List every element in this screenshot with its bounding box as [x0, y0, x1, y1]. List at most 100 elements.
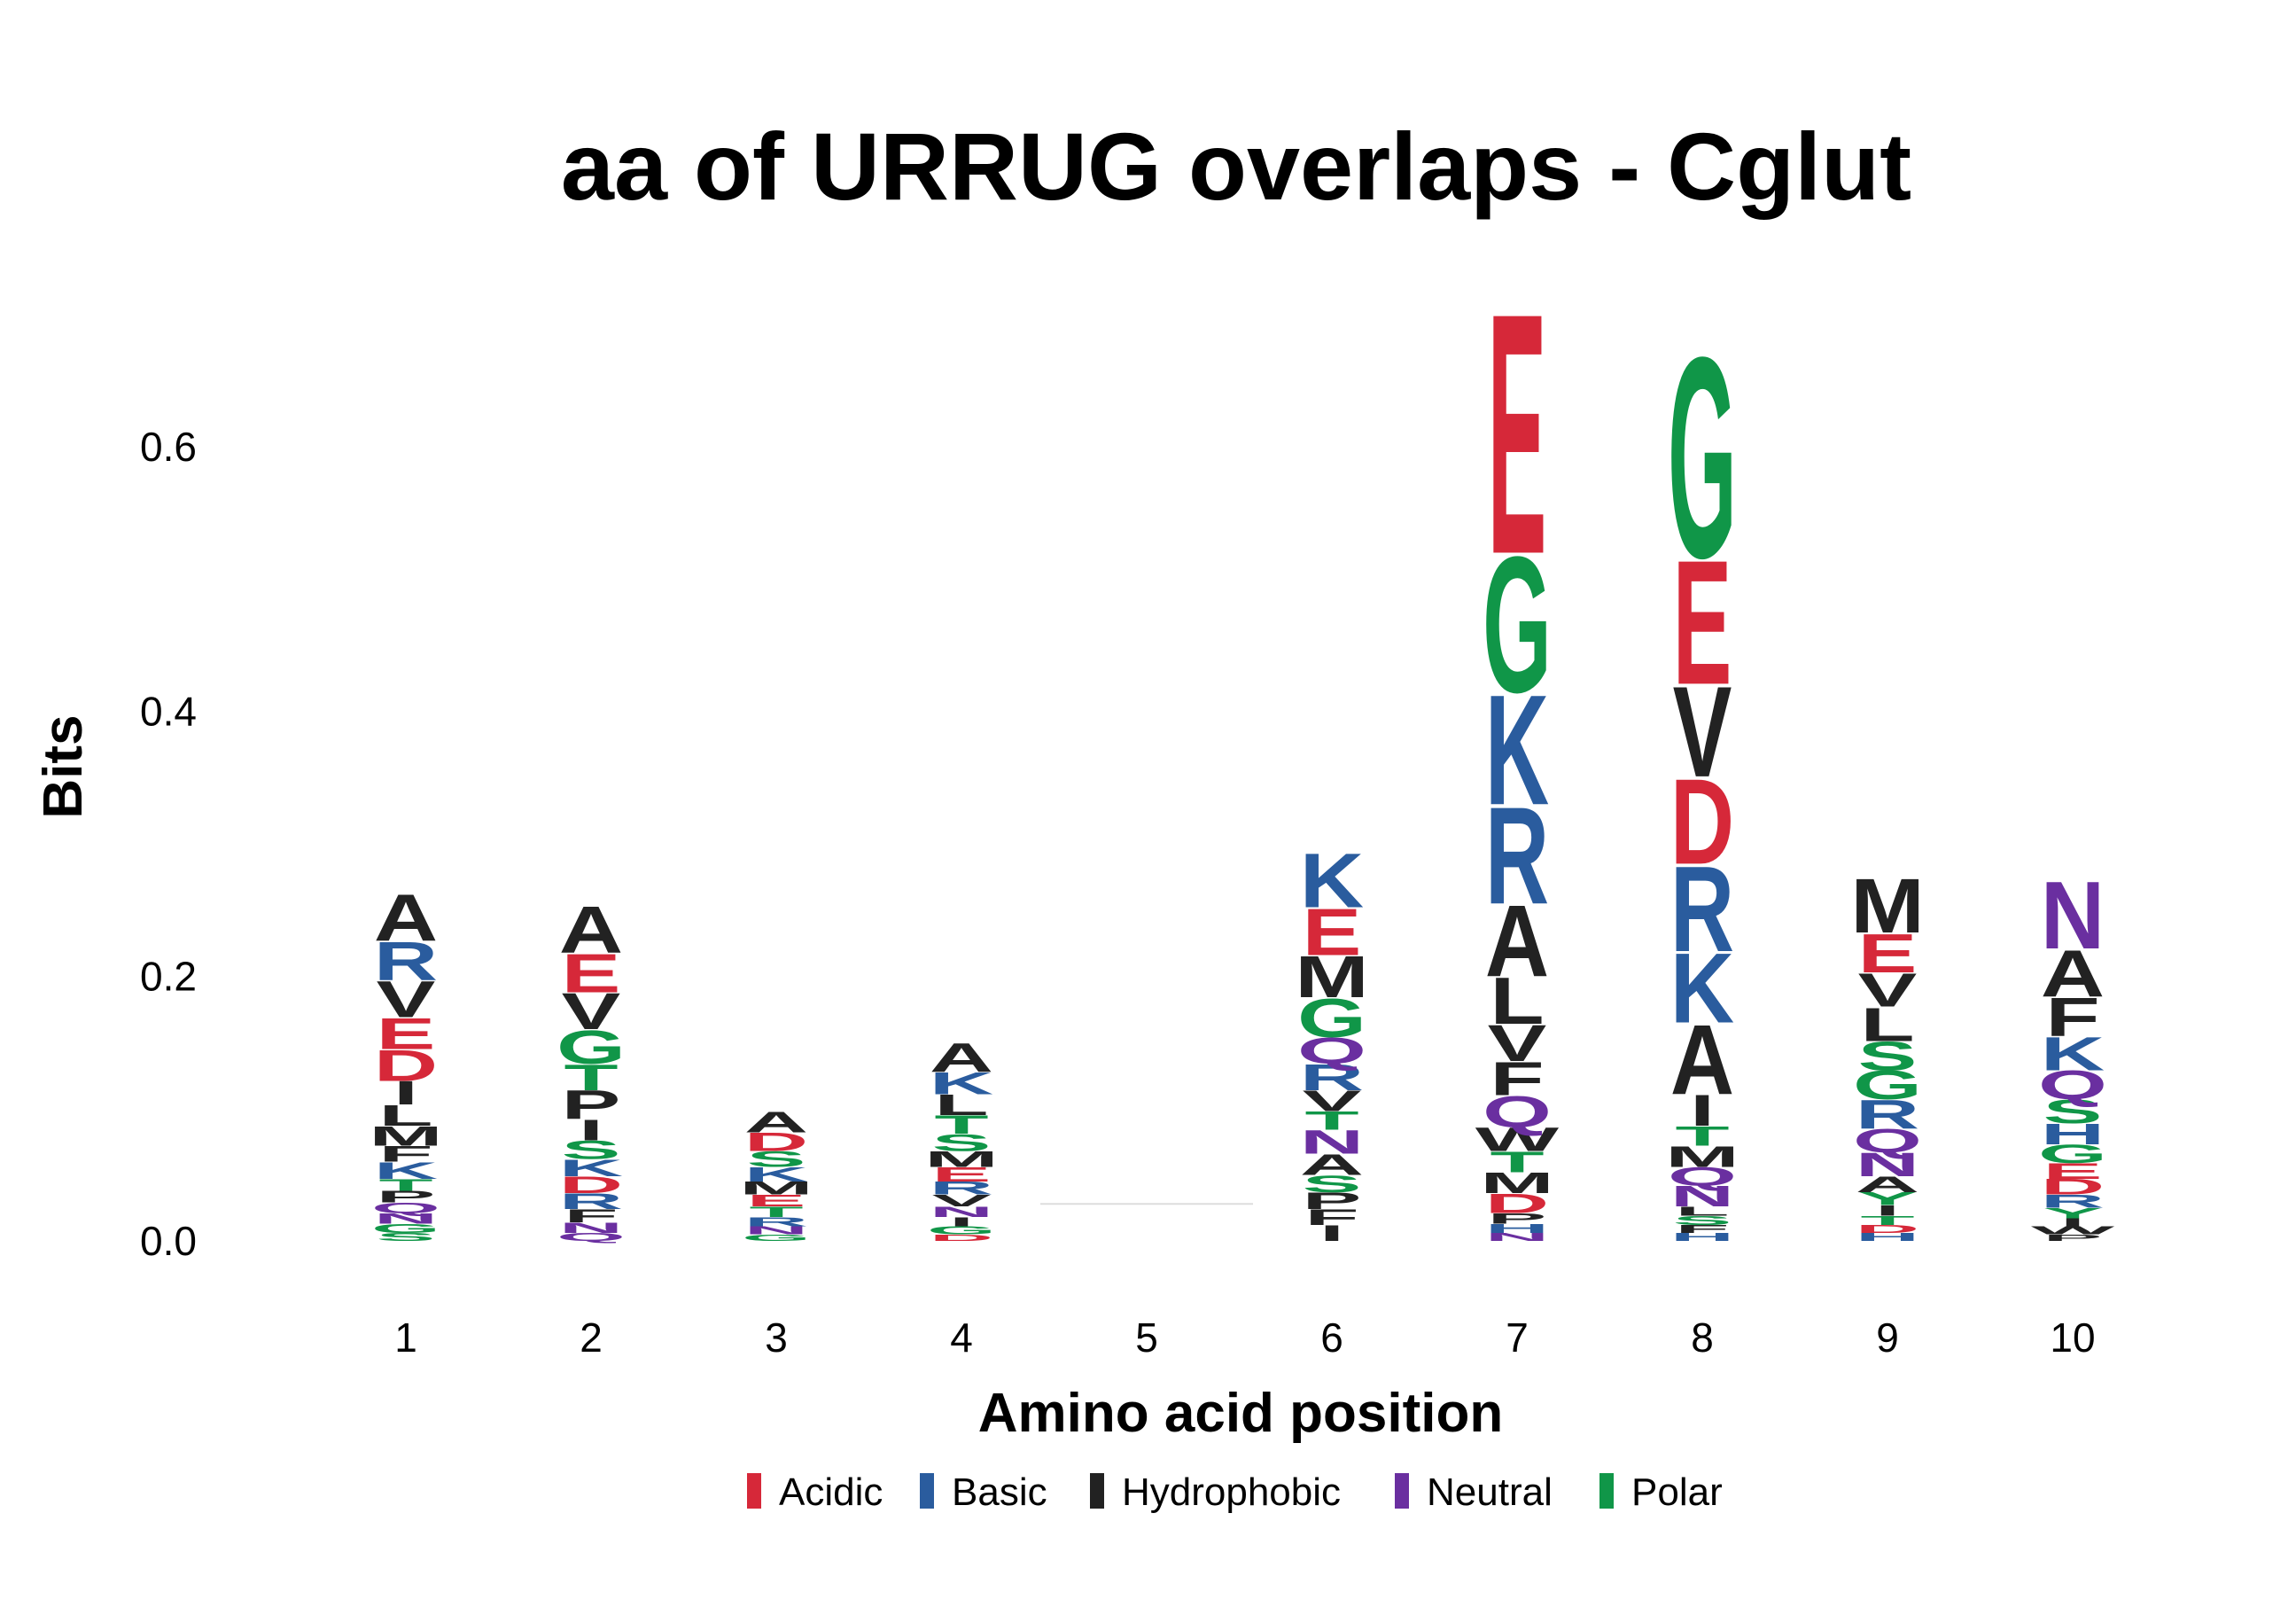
logo-letter-R: R [930, 1178, 993, 1198]
logo-letter-Q: Q [1853, 1123, 1922, 1160]
logo-letter-E: E [562, 941, 621, 1004]
logo-letter-G: G [1668, 297, 1737, 618]
legend-swatch-polar [1599, 1473, 1614, 1509]
logo-letter-S: S [1858, 1034, 1918, 1080]
logo-letter-F: F [1304, 1205, 1358, 1230]
logo-letter-P: P [1488, 1211, 1547, 1228]
logo-letter-L: L [934, 1088, 988, 1121]
logo-letter-E: E [1303, 895, 1362, 970]
logo-letter-I: I [2060, 1216, 2085, 1228]
logo-stacks: SGNQPTKFMLIDEVRAQNFRDKSIPTGVEAGNRTEMKSDA… [369, 243, 2115, 1245]
logo-letter-D: D [2041, 1174, 2105, 1199]
logo-letter-D: D [1670, 754, 1734, 890]
logo-letter-D: D [1485, 1188, 1549, 1219]
legend-swatch-acidic [747, 1473, 761, 1509]
logo-letter-M: M [1665, 1140, 1739, 1173]
logo-letter-E: E [2043, 1159, 2103, 1184]
logo-letter-T: T [564, 1057, 618, 1098]
logo-letter-N: N [2041, 862, 2105, 970]
logo-letter-E: E [747, 1191, 806, 1210]
logo-letter-Q: Q [1297, 1031, 1366, 1072]
logo-letter-Q: Q [1668, 1162, 1737, 1191]
logo-letter-W: W [2031, 1224, 2115, 1236]
logo-letter-H: H [1670, 1231, 1734, 1244]
logo-letter-Y: Y [2043, 1205, 2103, 1222]
logo-letter-G: G [1853, 1064, 1922, 1109]
legend-label-acidic: Acidic [779, 1470, 883, 1514]
logo-letter-H: H [1485, 1221, 1549, 1236]
y-tick-label: 0.2 [140, 953, 197, 999]
legend-swatch-hydrophobic [1090, 1473, 1104, 1509]
logo-letter-M: M [1850, 862, 1924, 949]
y-tick-label: 0.6 [140, 424, 197, 470]
logo-letter-N: N [744, 1224, 808, 1236]
logo-letter-G: G [556, 1020, 626, 1074]
logo-letter-R: R [1670, 841, 1734, 977]
logo-letter-K: K [2041, 1027, 2105, 1081]
logo-letter-I: I [1319, 1221, 1344, 1246]
y-axis-ticks: 0.0 0.2 0.4 0.6 [140, 424, 197, 1264]
logo-letter-R: R [1300, 1057, 1364, 1098]
y-tick-label: 0.4 [140, 689, 197, 735]
logo-letter-L: L [1490, 963, 1544, 1038]
legend-swatch-basic [920, 1473, 934, 1509]
x-tick-label: 6 [1320, 1314, 1343, 1361]
logo-letter-E: E [1488, 243, 1547, 627]
logo-letter-A: A [2041, 936, 2105, 1010]
x-tick-label: 7 [1506, 1314, 1529, 1361]
logo-letter-T: T [1675, 1120, 1729, 1151]
logo-letter-F: F [1490, 1052, 1544, 1106]
y-axis-title: Bits [33, 714, 94, 818]
logo-letter-S: S [1303, 1170, 1362, 1197]
logo-letter-M: M [739, 1178, 813, 1198]
logo-letter-S: S [747, 1147, 806, 1172]
logo-letter-A: A [559, 893, 623, 967]
x-tick-label: 9 [1876, 1314, 1899, 1361]
logo-letter-V: V [1303, 1085, 1362, 1118]
logo-letter-Q: Q [1483, 1087, 1552, 1136]
logo-letter-I: I [1875, 1203, 1900, 1220]
logo-letter-M: M [924, 1147, 998, 1172]
legend-swatch-neutral [1395, 1473, 1409, 1509]
logo-letter-P: P [2043, 1233, 2103, 1244]
logo-letter-D: D [374, 1041, 438, 1090]
logo-letter-L: L [1675, 1205, 1729, 1219]
logo-letter-M: M [1480, 1166, 1553, 1199]
logo-letter-I: I [393, 1075, 418, 1112]
logo-letter-V: V [377, 971, 436, 1029]
logo-letter-V: V [932, 1191, 992, 1210]
x-tick-label: 1 [394, 1314, 417, 1361]
logo-letter-T: T [1304, 1106, 1358, 1135]
logo-letter-A: A [744, 1106, 808, 1139]
logo-letter-L: L [378, 1099, 432, 1132]
x-tick-label: 2 [580, 1314, 603, 1361]
logo-letter-N: N [1485, 1231, 1549, 1244]
logo-letter-N: N [930, 1204, 993, 1221]
logo-letter-K: K [1670, 932, 1734, 1044]
logo-letter-K: K [930, 1065, 993, 1101]
logo-letter-G: G [1483, 517, 1552, 733]
logo-letter-P: P [562, 1083, 621, 1128]
logo-letter-I: I [579, 1114, 603, 1147]
logo-letter-K: K [1485, 663, 1549, 838]
logo-letter-F: F [378, 1142, 432, 1166]
x-tick-label: 4 [950, 1314, 973, 1361]
logo-letter-E: E [377, 1009, 436, 1058]
logo-letter-A: A [1300, 1148, 1364, 1181]
logo-letter-A: A [1856, 1172, 1919, 1197]
logo-letter-F: F [2045, 986, 2099, 1049]
legend-label-basic: Basic [952, 1470, 1047, 1514]
logo-letter-K: K [374, 1157, 438, 1183]
legend: Acidic Basic Hydrophobic Neutral Polar [747, 1470, 1723, 1514]
logo-letter-V: V [1858, 963, 1918, 1018]
logo-letter-D: D [930, 1233, 993, 1244]
logo-letter-S: S [562, 1135, 621, 1165]
logo-letter-Q: Q [371, 1200, 440, 1217]
logo-letter-V: V [1488, 1015, 1547, 1072]
logo-letter-R: R [744, 1214, 808, 1228]
